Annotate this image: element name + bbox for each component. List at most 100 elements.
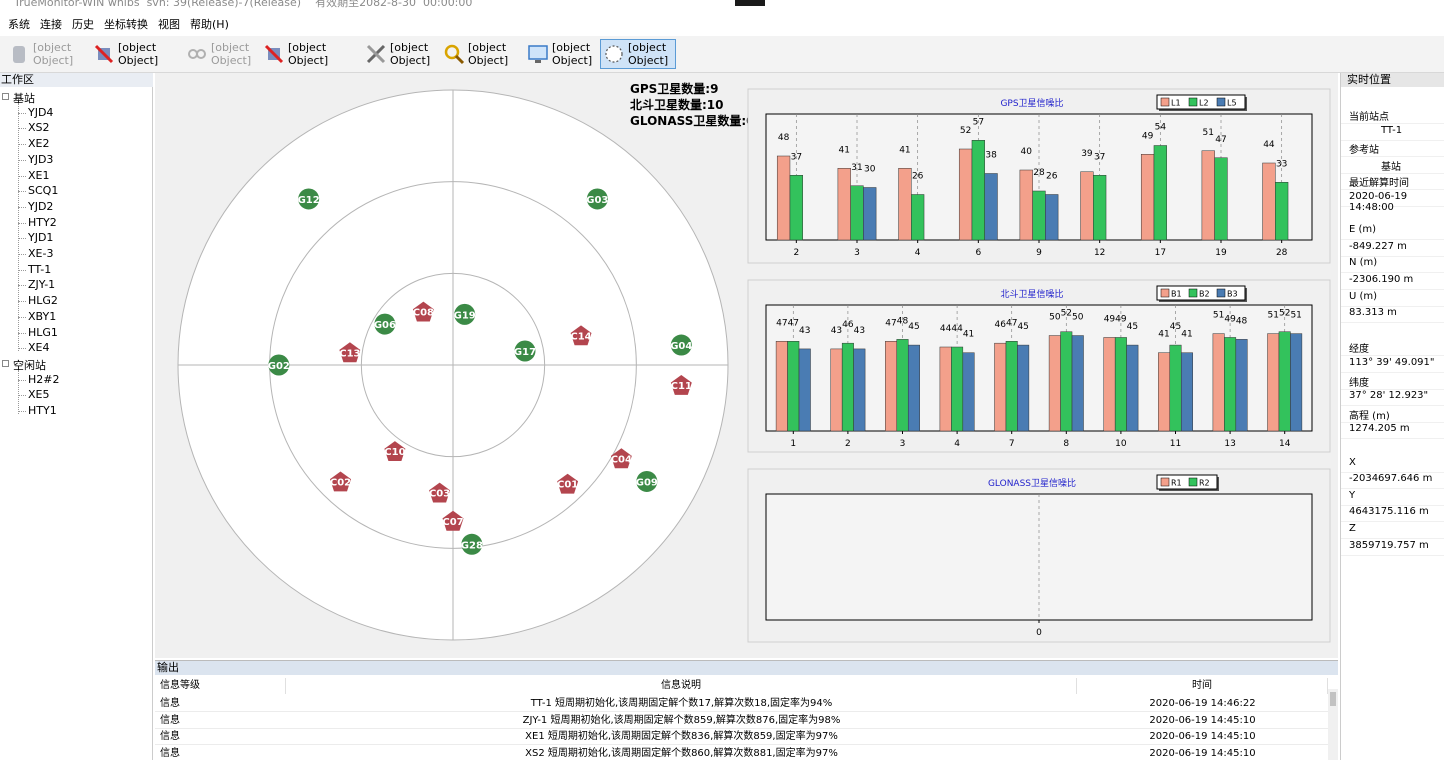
bar xyxy=(1278,331,1291,432)
toolbar-label: [object Object] xyxy=(118,41,159,67)
toolbar-label: [object Object] xyxy=(552,41,593,67)
value-label: 45 xyxy=(908,322,919,332)
bar xyxy=(885,341,898,432)
bar xyxy=(1032,190,1046,241)
value-label: 51 xyxy=(1203,128,1214,138)
toolbar-button[interactable]: [object Object] xyxy=(184,39,256,69)
tree-item[interactable]: YJD4 xyxy=(28,105,54,119)
tree-item[interactable]: XE-3 xyxy=(28,247,54,260)
tree-item[interactable]: XE4 xyxy=(28,341,50,355)
position-field: TT-1 xyxy=(1341,125,1444,141)
satellite-label: G06 xyxy=(374,320,396,331)
tree-group[interactable]: 空闲站 xyxy=(13,358,46,372)
bar xyxy=(1262,162,1276,241)
tree-item[interactable]: YJD3 xyxy=(28,152,54,166)
toolbar-button[interactable]: [object Object] xyxy=(363,39,435,69)
tree-connector xyxy=(18,348,26,350)
menu-item[interactable]: 坐标转换 xyxy=(104,18,148,31)
toolbar-button[interactable]: [object Object] xyxy=(441,39,511,69)
tree-item[interactable]: XE2 xyxy=(28,137,50,151)
satellite-label: C08 xyxy=(413,308,434,319)
tree-connector xyxy=(18,128,26,130)
menu-item[interactable]: 系统 xyxy=(8,18,30,31)
position-field: 3859719.757 m xyxy=(1341,540,1444,556)
position-field: 高程 (m) xyxy=(1341,407,1444,423)
gps-satellite xyxy=(461,533,483,555)
column-header: 信息等级 xyxy=(155,678,286,694)
bar xyxy=(1180,352,1193,432)
tree-item[interactable]: TT-1 xyxy=(28,262,52,276)
tree-item[interactable]: HTY2 xyxy=(28,215,57,229)
tree-connector xyxy=(18,175,26,177)
position-field: U (m) xyxy=(1341,291,1444,307)
value-label: 41 xyxy=(899,145,910,155)
tree-item[interactable]: ZJY-1 xyxy=(28,278,56,292)
value-label: 49 xyxy=(1142,131,1154,141)
x-tick-label: 1 xyxy=(790,439,796,449)
toolbar-button[interactable]: [object Object] xyxy=(600,39,676,69)
tree-item[interactable]: XE1 xyxy=(28,168,50,182)
tree-toggle[interactable] xyxy=(2,359,9,367)
tree-item[interactable]: HLG1 xyxy=(28,325,58,339)
tree-item[interactable]: YJD2 xyxy=(28,199,54,213)
position-field: Y xyxy=(1341,490,1444,506)
legend-label: B3 xyxy=(1227,290,1238,299)
gps-satellite xyxy=(268,354,290,376)
position-field: 最近解算时间 xyxy=(1341,174,1444,191)
toolbar-button[interactable]: [object Object] xyxy=(91,39,171,69)
position-field: 1274.205 m xyxy=(1341,423,1444,440)
satellite-label: G03 xyxy=(586,195,608,206)
toolbar-button[interactable]: [object Object] xyxy=(6,39,86,69)
table-cell: TT-1 短周期初始化,该周期固定解个数17,解算次数18,固定率为94% xyxy=(286,696,1077,712)
workspace-panel: 工作区 基站 YJD4 XS2 XE2 YJD3 XE1 SCQ1 YJD2 HTY2 YJD1 XE… xyxy=(0,73,153,760)
tree-item[interactable]: H2#2 xyxy=(28,372,60,386)
scrollbar-thumb[interactable] xyxy=(1330,692,1336,706)
position-field: 83.313 m xyxy=(1341,307,1444,324)
tree-item[interactable]: SCQ1 xyxy=(28,184,59,198)
value-label: 49 xyxy=(1115,314,1127,324)
toolbar-icon xyxy=(366,44,386,64)
table-cell: 2020-06-19 14:45:10 xyxy=(1077,713,1328,729)
menu-item[interactable]: 帮助(H) xyxy=(190,18,229,31)
value-label: 41 xyxy=(963,330,974,340)
value-label: 47 xyxy=(776,318,787,328)
value-label: 44 xyxy=(951,324,963,334)
value-label: 45 xyxy=(1017,322,1028,332)
value-label: 49 xyxy=(1104,314,1116,324)
position-field: 经度 xyxy=(1341,340,1444,357)
icon-shape xyxy=(94,44,114,64)
table-cell: 2020-06-19 14:46:22 xyxy=(1077,696,1328,712)
tree-connector xyxy=(18,332,26,334)
legend-label: L1 xyxy=(1171,99,1181,108)
panel-header: 实时位置 xyxy=(1341,73,1444,87)
menu-item[interactable]: 视图 xyxy=(158,18,180,31)
bar xyxy=(775,341,788,432)
beidou-satellite xyxy=(610,448,632,469)
tree-item[interactable]: XS2 xyxy=(28,121,50,135)
satellite-label: G12 xyxy=(298,195,320,206)
tree-item[interactable]: XBY1 xyxy=(28,309,57,323)
menu-item[interactable]: 连接 xyxy=(40,18,62,31)
tree-item[interactable]: HTY1 xyxy=(28,404,57,417)
window-title: TrueMonitor-WIN wnlbs svn: 39(Release)-7… xyxy=(14,0,473,9)
tree-toggle[interactable] xyxy=(2,93,9,100)
legend-label: R2 xyxy=(1199,479,1210,488)
position-field: 2020-06-19 14:48:00 xyxy=(1341,191,1444,213)
tree-item[interactable]: HLG2 xyxy=(28,294,58,308)
value-label: 48 xyxy=(1236,316,1248,326)
satellite-count: 北斗卫星数量:10 xyxy=(630,97,724,112)
value-label: 48 xyxy=(778,133,790,143)
satellite-label: C07 xyxy=(442,517,463,528)
legend-swatch xyxy=(1188,477,1198,487)
tree-item[interactable]: YJD1 xyxy=(28,231,54,245)
tree-group[interactable]: 基站 xyxy=(13,92,35,105)
bar xyxy=(1214,157,1228,241)
bar xyxy=(1267,333,1280,432)
tree-item[interactable]: XE5 xyxy=(28,388,50,402)
menu-item[interactable]: 历史 xyxy=(72,18,94,31)
legend-label: L5 xyxy=(1227,99,1237,108)
icon-shape xyxy=(196,49,206,59)
toolbar-button[interactable]: [object Object] xyxy=(525,39,595,69)
toolbar-button[interactable]: [object Object] xyxy=(261,39,353,69)
